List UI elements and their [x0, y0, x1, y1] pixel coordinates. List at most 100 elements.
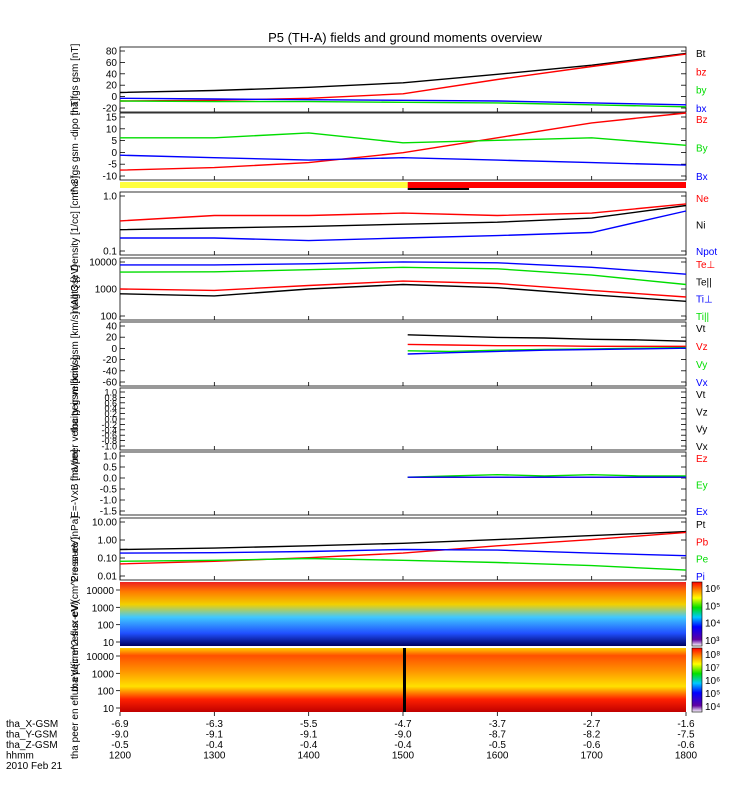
y-axis-label: tha fgs gsm -dipo [nT]: [70, 98, 81, 195]
x-axis-value: -3.7: [489, 719, 507, 730]
series-line-Bz: [119, 112, 687, 171]
legend-entry: Ni: [696, 221, 705, 232]
legend-entry: Npot: [696, 247, 717, 258]
legend-entry: By: [696, 144, 708, 155]
y-tick-label: 0.8: [104, 393, 117, 403]
x-axis-row-label: tha_X-GSM: [6, 719, 58, 730]
y-tick-label: 10: [103, 704, 115, 715]
y-tick-label: 0.5: [103, 463, 117, 474]
x-axis-value: -8.7: [489, 730, 507, 741]
legend-entry: Ti||: [696, 312, 709, 323]
legend-entry: Vz: [696, 407, 708, 418]
y-tick-label: 20: [106, 333, 118, 344]
y-tick-label: -0.8: [101, 436, 117, 446]
series-line-Vx: [407, 347, 687, 355]
y-tick-label: 0.6: [104, 398, 117, 408]
legend-entry: Ne: [696, 194, 709, 205]
y-tick-label: 10: [106, 124, 118, 135]
series-line-bx: [119, 97, 687, 106]
legend-entry: Pe: [696, 555, 709, 566]
y-tick-label: 0: [111, 148, 117, 159]
x-axis-value: -7.5: [677, 730, 695, 741]
panel-4: 10000 1000 100 magt3 [eV] Te⊥ Te|| Ti⊥ Ti||: [70, 258, 715, 324]
x-axis-value: -5.5: [300, 719, 318, 730]
x-axis-value: -1.6: [677, 719, 695, 730]
y-tick-label: 1.0: [103, 192, 117, 203]
roi-bar-red: [407, 182, 686, 188]
y-tick-label: 0.0: [104, 415, 117, 425]
y-tick-label: -1.0: [101, 442, 117, 452]
y-tick-label: 80: [106, 47, 118, 58]
colorbar: [691, 581, 703, 647]
x-axis-value: -9.0: [394, 730, 412, 741]
series-line-Pe: [119, 557, 687, 571]
x-axis-value: -2.7: [583, 719, 601, 730]
y-axis-label: Density [1/cc] [cm^-3]: [70, 176, 81, 271]
x-axis-value: -9.1: [300, 730, 318, 741]
legend-entry: Pi: [696, 572, 705, 583]
y-tick-label: 40: [106, 322, 118, 333]
y-tick-label: -1.5: [100, 507, 118, 518]
x-axis-row-label: hhmm: [6, 751, 34, 762]
legend-entry: Vx: [696, 442, 708, 453]
legend-entry: Bt: [696, 49, 706, 60]
legend-entry: Ti⊥: [696, 295, 713, 306]
y-tick-label: -60: [103, 378, 118, 389]
panel-6: 1.00.80.60.40.20.0-0.2-0.4-0.6-0.8-1.0th…: [70, 357, 708, 481]
x-axis-value: -8.2: [583, 730, 601, 741]
series-line-Ti: [119, 266, 687, 286]
spectrogram-image: [120, 582, 686, 646]
x-axis-value: -0.6: [677, 740, 695, 751]
x-axis-value: 1200: [109, 751, 132, 762]
y-tick-label: 0: [111, 92, 117, 103]
legend-entry: Vx: [696, 378, 708, 389]
y-tick-label: 10000: [89, 258, 117, 269]
y-tick-label: 0.1: [103, 247, 117, 258]
colorbar-tick-label: 10⁸: [705, 650, 720, 661]
x-axis-value: -0.4: [300, 740, 318, 751]
y-tick-label: 20: [106, 81, 118, 92]
series-line-Pt: [119, 530, 687, 551]
legend-entry: Bz: [696, 115, 708, 126]
colorbar-tick-label: 10⁷: [705, 663, 720, 674]
y-tick-label: 0.01: [98, 572, 118, 583]
colorbar-tick-label: 10⁴: [705, 702, 720, 713]
y-tick-label: 0.0: [103, 474, 117, 485]
y-tick-label: 15: [106, 113, 118, 124]
series-line-bz: [119, 53, 687, 102]
y-tick-label: 0.4: [104, 404, 117, 414]
colorbar-tick-label: 10⁶: [705, 676, 720, 687]
legend-entry: Te⊥: [696, 260, 715, 271]
colorbar-tick-label: 10⁵: [705, 689, 720, 700]
legend-entry: Vz: [696, 342, 708, 353]
colorbar: [691, 647, 703, 713]
y-tick-label: -0.5: [100, 485, 118, 496]
y-tick-label: 1.0: [104, 388, 117, 398]
y-tick-label: 1.0: [103, 452, 117, 463]
x-axis-value: 1300: [203, 751, 226, 762]
legend-entry: Vy: [696, 360, 707, 371]
y-tick-label: 1000: [92, 669, 115, 680]
x-axis-value: -9.0: [111, 730, 129, 741]
legend-entry: Vt: [696, 324, 706, 335]
x-axis-value: 1500: [392, 751, 415, 762]
y-tick-label: 1.00: [98, 536, 118, 547]
y-axis-label: magt3 [eV]: [70, 265, 81, 314]
x-axis-value: -6.3: [206, 719, 224, 730]
roi-bar-yellow: [120, 182, 408, 188]
x-axis-value: 1800: [675, 751, 698, 762]
y-tick-label: -10: [103, 172, 118, 183]
panel-frame: [119, 387, 687, 451]
x-axis-value: -0.6: [583, 740, 601, 751]
x-axis-value: -0.4: [394, 740, 412, 751]
y-axis-label: tha peer velocity gsm [km/s]: [70, 357, 81, 481]
y-tick-label: 100: [100, 312, 117, 323]
y-tick-label: -20: [103, 355, 118, 366]
colorbar-tick-label: 10³: [705, 636, 720, 647]
series-line-Te: [119, 280, 687, 298]
panel-frame: [119, 321, 687, 387]
y-tick-label: -0.4: [101, 425, 117, 435]
